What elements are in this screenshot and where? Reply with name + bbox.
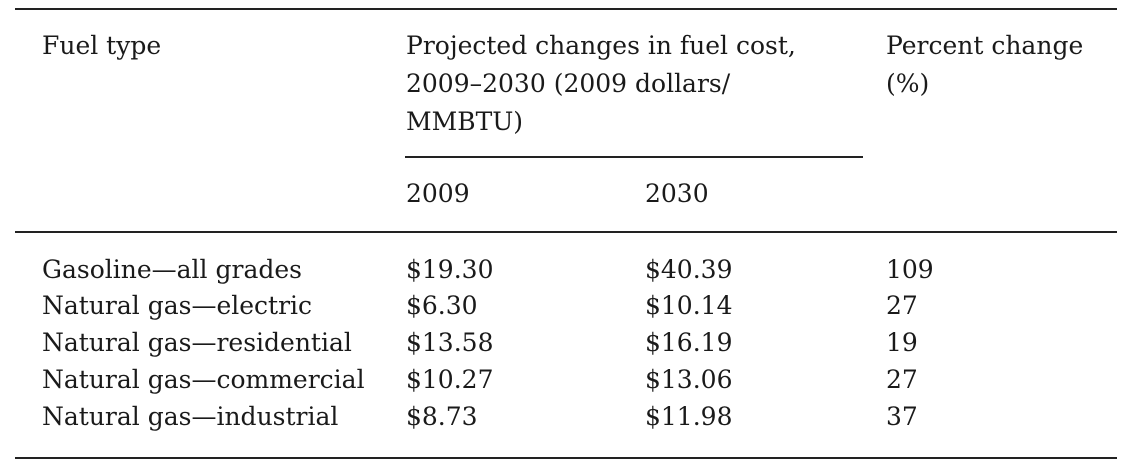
header-percent-line2: (%) — [886, 69, 930, 98]
row-percent: 37 — [886, 402, 918, 431]
row-value-2009: $6.30 — [406, 291, 478, 320]
spanner-rule — [405, 156, 863, 158]
row-percent: 27 — [886, 291, 918, 320]
row-percent: 19 — [886, 328, 918, 357]
header-projected-line1: Projected changes in fuel cost, — [406, 31, 796, 60]
row-value-2030: $13.06 — [645, 365, 733, 394]
header-year-2030: 2030 — [645, 179, 709, 208]
bottom-rule — [15, 457, 1117, 459]
header-fuel-type: Fuel type — [42, 31, 162, 60]
row-fuel: Gasoline—all grades — [42, 255, 302, 284]
row-percent: 109 — [886, 255, 934, 284]
row-value-2030: $10.14 — [645, 291, 733, 320]
row-value-2030: $40.39 — [645, 255, 733, 284]
row-value-2009: $10.27 — [406, 365, 494, 394]
row-percent: 27 — [886, 365, 918, 394]
row-fuel: Natural gas—electric — [42, 291, 313, 320]
top-rule — [15, 8, 1117, 10]
header-rule — [15, 231, 1117, 233]
header-percent-line1: Percent change — [886, 31, 1084, 60]
row-fuel: Natural gas—residential — [42, 328, 352, 357]
row-fuel: Natural gas—industrial — [42, 402, 339, 431]
row-value-2030: $11.98 — [645, 402, 733, 431]
row-value-2030: $16.19 — [645, 328, 733, 357]
header-projected-line2: 2009–2030 (2009 dollars/ — [406, 69, 731, 98]
header-projected-line3: MMBTU) — [406, 107, 524, 136]
row-value-2009: $8.73 — [406, 402, 478, 431]
row-fuel: Natural gas—commercial — [42, 365, 365, 394]
row-value-2009: $19.30 — [406, 255, 494, 284]
row-value-2009: $13.58 — [406, 328, 494, 357]
header-year-2009: 2009 — [406, 179, 470, 208]
